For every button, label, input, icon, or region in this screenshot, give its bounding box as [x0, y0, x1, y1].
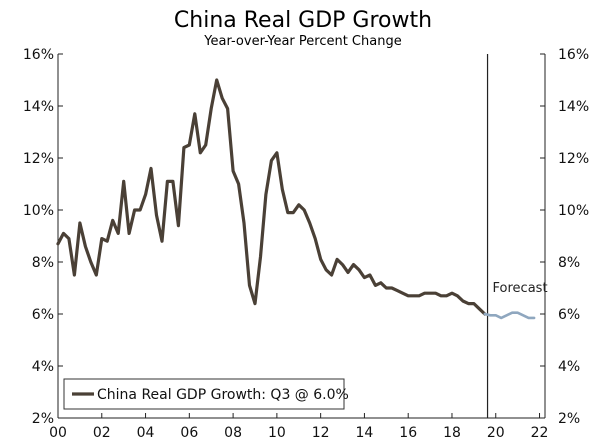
- legend-label: China Real GDP Growth: Q3 @ 6.0%: [97, 387, 349, 403]
- series-line-actual: [56, 78, 487, 316]
- series-line-forecast: [483, 311, 536, 320]
- y-tick-label-left: 4%: [32, 359, 54, 375]
- x-tick-label: 14: [356, 425, 374, 441]
- y-tick-label-right: 6%: [558, 307, 580, 323]
- x-tick-label: 18: [443, 425, 461, 441]
- y-tick-label-left: 16%: [23, 47, 54, 63]
- x-tick-label: 12: [312, 425, 330, 441]
- x-tick-label: 20: [487, 425, 505, 441]
- y-tick-label-right: 16%: [558, 47, 589, 63]
- x-tick-label: 00: [49, 425, 67, 441]
- chart-marks: [56, 78, 536, 320]
- chart-subtitle: Year-over-Year Percent Change: [203, 34, 401, 49]
- y-tick-label-left: 2%: [32, 411, 54, 427]
- legend: China Real GDP Growth: Q3 @ 6.0%: [63, 378, 349, 410]
- x-tick-label: 16: [399, 425, 417, 441]
- legend-box: [63, 378, 345, 410]
- x-tick-label: 06: [180, 425, 198, 441]
- x-tick-label: 02: [93, 425, 111, 441]
- x-tick-label: 04: [137, 425, 155, 441]
- y-tick-label-right: 8%: [558, 255, 580, 271]
- x-tick-label: 10: [268, 425, 286, 441]
- forecast-label: Forecast: [493, 281, 548, 296]
- y-tick-label-right: 10%: [558, 203, 589, 219]
- x-tick-label: 08: [224, 425, 242, 441]
- y-tick-label-right: 2%: [558, 411, 580, 427]
- chart-axes: 2% 2% 4% 4% 6% 6% 8% 8% 10% 10% 12% 12% 14% 14% 16% 16%…: [23, 47, 589, 441]
- y-tick-label-right: 12%: [558, 151, 589, 167]
- x-tick-label: 22: [531, 425, 549, 441]
- y-tick-label-left: 12%: [23, 151, 54, 167]
- y-tick-label-left: 14%: [23, 99, 54, 115]
- y-tick-label-left: 8%: [32, 255, 54, 271]
- chart-title: China Real GDP Growth: [174, 8, 432, 33]
- y-tick-label-left: 10%: [23, 203, 54, 219]
- y-tick-label-right: 14%: [558, 99, 589, 115]
- y-tick-label-right: 4%: [558, 359, 580, 375]
- y-tick-label-left: 6%: [32, 307, 54, 323]
